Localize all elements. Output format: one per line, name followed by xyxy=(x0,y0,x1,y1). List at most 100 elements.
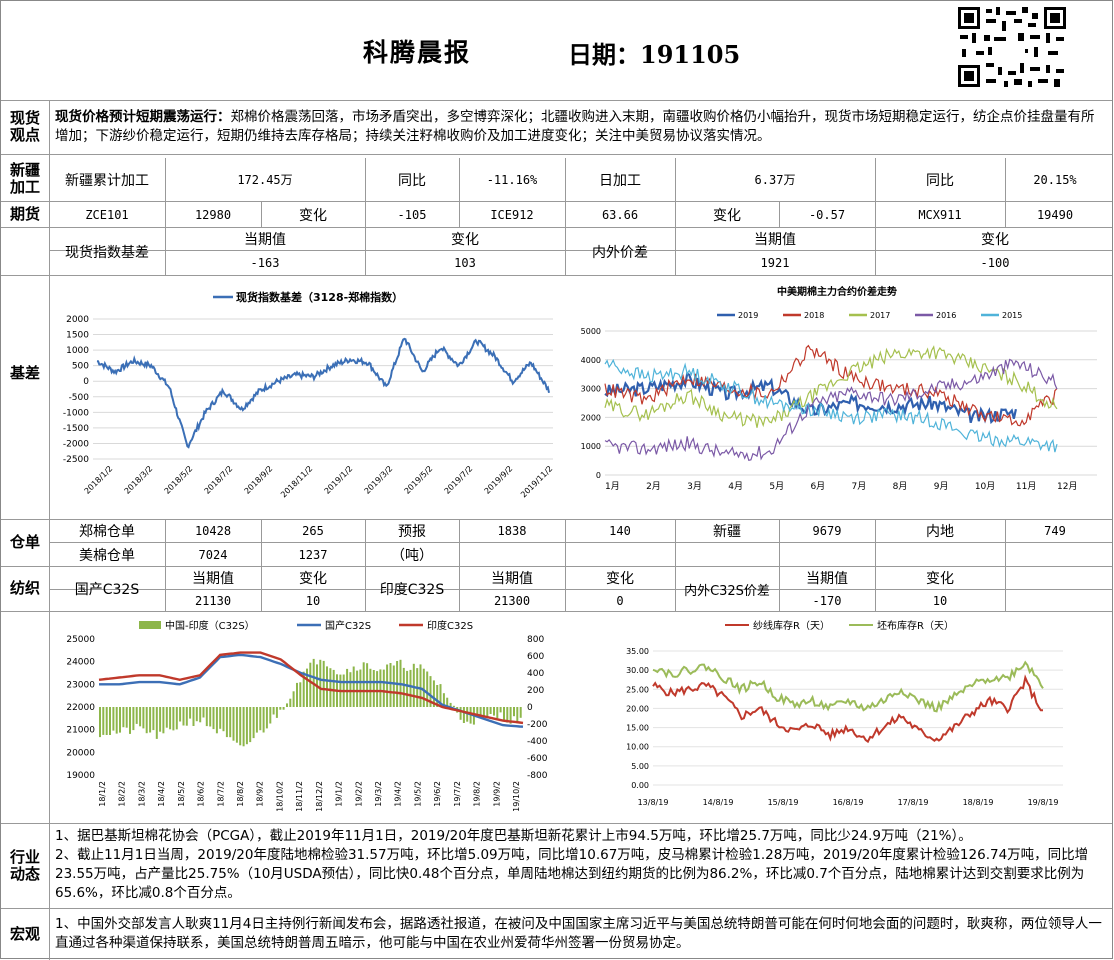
x-tick-label: 2018/1/2 xyxy=(83,464,115,496)
x-tick-label: 19/1/2 xyxy=(335,781,344,807)
legend-label-yarn: 纱线库存R（天） xyxy=(753,619,830,632)
y-tick-label: -500 xyxy=(69,393,90,403)
xinjiang-warrant-label: 新疆 xyxy=(713,524,741,540)
x-tick-label: 19/9/2 xyxy=(492,781,501,807)
spread-bar xyxy=(119,707,121,733)
x-tick-label: 2019/1/2 xyxy=(323,464,355,496)
basis-series-line xyxy=(96,337,550,449)
spread-bar xyxy=(386,664,389,707)
basis-label: 基差 xyxy=(9,363,40,382)
x-tick-label: 19/8/19 xyxy=(1028,798,1059,807)
spread-bar xyxy=(219,707,222,729)
futures-zce-code: ZCE101 xyxy=(85,207,129,222)
macro-label: 宏观 xyxy=(9,924,40,943)
spread-bar xyxy=(422,668,425,707)
us-warrant-change: 1237 xyxy=(298,547,328,562)
c32s-spread-change: 10 xyxy=(932,593,948,608)
spread-bar xyxy=(245,707,248,745)
y-tick-label: 0 xyxy=(83,377,89,387)
spread-bar xyxy=(145,707,148,734)
spread-bar xyxy=(115,707,118,734)
basis-change-head: 变化 xyxy=(451,232,479,248)
y-tick-label: 3000 xyxy=(581,385,601,394)
legend-basis-label: 现货指数基差（3128-郑棉指数） xyxy=(236,290,403,304)
us-warrant-label: 美棉仓单 xyxy=(79,547,135,564)
y-tick-label: 10.00 xyxy=(626,743,649,752)
inland-warrant-value: 749 xyxy=(1044,524,1066,538)
zce-warrant-change: 265 xyxy=(302,524,324,538)
y-tick-label: 5000 xyxy=(581,327,601,336)
domestic-c32s-current-head: 当期值 xyxy=(192,571,234,587)
y-left-tick-label: 24000 xyxy=(66,658,95,668)
spread-bar xyxy=(482,707,485,717)
x-tick-label: 19/3/2 xyxy=(374,781,383,807)
industry-label: 行业动态 xyxy=(9,847,40,883)
spread-bar xyxy=(265,707,268,729)
x-tick-label: 12月 xyxy=(1057,481,1077,492)
india-c32s-label: 印度C32S xyxy=(379,582,445,598)
x-tick-label: 18/8/2 xyxy=(236,781,245,807)
y-tick-label: 0.00 xyxy=(631,781,649,790)
y-tick-label: 15.00 xyxy=(626,724,649,733)
spread-bar xyxy=(155,707,158,739)
x-tick-label: 14/8/19 xyxy=(703,798,734,807)
spread-bar xyxy=(149,707,152,733)
spread-bar xyxy=(152,707,155,731)
futures-mcx-code: MCX911 xyxy=(918,207,962,222)
y-left-tick-label: 22000 xyxy=(66,703,95,713)
india-c32s-change: 0 xyxy=(616,593,624,608)
x-tick-label: 19/10/2 xyxy=(512,781,521,812)
series-line-2017 xyxy=(604,345,1058,428)
spread-bar xyxy=(516,707,519,724)
spread-bar xyxy=(129,707,131,734)
inventory-ratio-chart: 纱线库存R（天） 坯布库存R（天） 35.00 30.00 25.00 20.00 15.0… xyxy=(626,619,1063,807)
futures-zce-chg-label: 变化 xyxy=(299,207,327,224)
y-tick-label: 5.00 xyxy=(631,762,649,771)
spread-bar xyxy=(406,670,409,707)
y-right-tick-label: -200 xyxy=(527,720,548,730)
spread-bar xyxy=(356,670,359,707)
spread-bar xyxy=(476,707,479,716)
x-tick-label: 9月 xyxy=(934,481,949,492)
c32s-spread-change-head: 变化 xyxy=(926,571,954,587)
report-title: 科腾晨报 xyxy=(363,38,472,67)
series-line-2016 xyxy=(604,358,1058,461)
x-tick-label: 3月 xyxy=(687,481,702,492)
spread-bar xyxy=(239,707,242,746)
futures-zce-price: 12980 xyxy=(194,207,232,222)
futures-ice-code: ICE912 xyxy=(490,207,534,222)
spread-bar xyxy=(159,707,162,732)
spread-bar xyxy=(112,707,115,731)
spread-bar xyxy=(199,707,202,723)
xinjiang-daily-label: 日加工 xyxy=(599,172,641,189)
spread-bar xyxy=(432,680,435,707)
spread-bar xyxy=(125,707,128,728)
futures-mcx-price: 19490 xyxy=(1036,207,1074,222)
spread-bar xyxy=(175,707,178,730)
x-tick-label: 7月 xyxy=(852,481,867,492)
x-tick-label: 18/1/2 xyxy=(98,781,107,807)
x-tick-label: 16/8/19 xyxy=(833,798,864,807)
legend-label-2017: 2017 xyxy=(870,311,890,320)
x-tick-label: 17/8/19 xyxy=(898,798,929,807)
x-tick-label: 15/8/19 xyxy=(768,798,799,807)
forecast-change: 140 xyxy=(609,524,631,538)
x-tick-label: 18/10/2 xyxy=(275,781,284,812)
legend-label-india: 印度C32S xyxy=(427,619,473,632)
spread-bar xyxy=(195,707,198,722)
spread-bar xyxy=(272,707,275,715)
spread-bar xyxy=(122,707,125,728)
y-tick-label: -2500 xyxy=(63,455,89,465)
spread-bar xyxy=(493,707,495,716)
spread-bar xyxy=(259,707,262,731)
series-line-2018 xyxy=(604,344,1058,427)
y-tick-label: 500 xyxy=(72,362,89,372)
spot-view-label: 现货观点 xyxy=(9,109,40,144)
spread-bar xyxy=(426,671,429,707)
zce-warrant-label: 郑棉仓单 xyxy=(79,524,135,540)
spread-label: 内外价差 xyxy=(592,244,648,261)
futures-ice-chg-label: 变化 xyxy=(713,207,741,224)
spread-bar xyxy=(319,659,322,707)
x-tick-label: 2月 xyxy=(646,481,661,492)
x-tick-label: 19/8/2 xyxy=(473,781,482,807)
